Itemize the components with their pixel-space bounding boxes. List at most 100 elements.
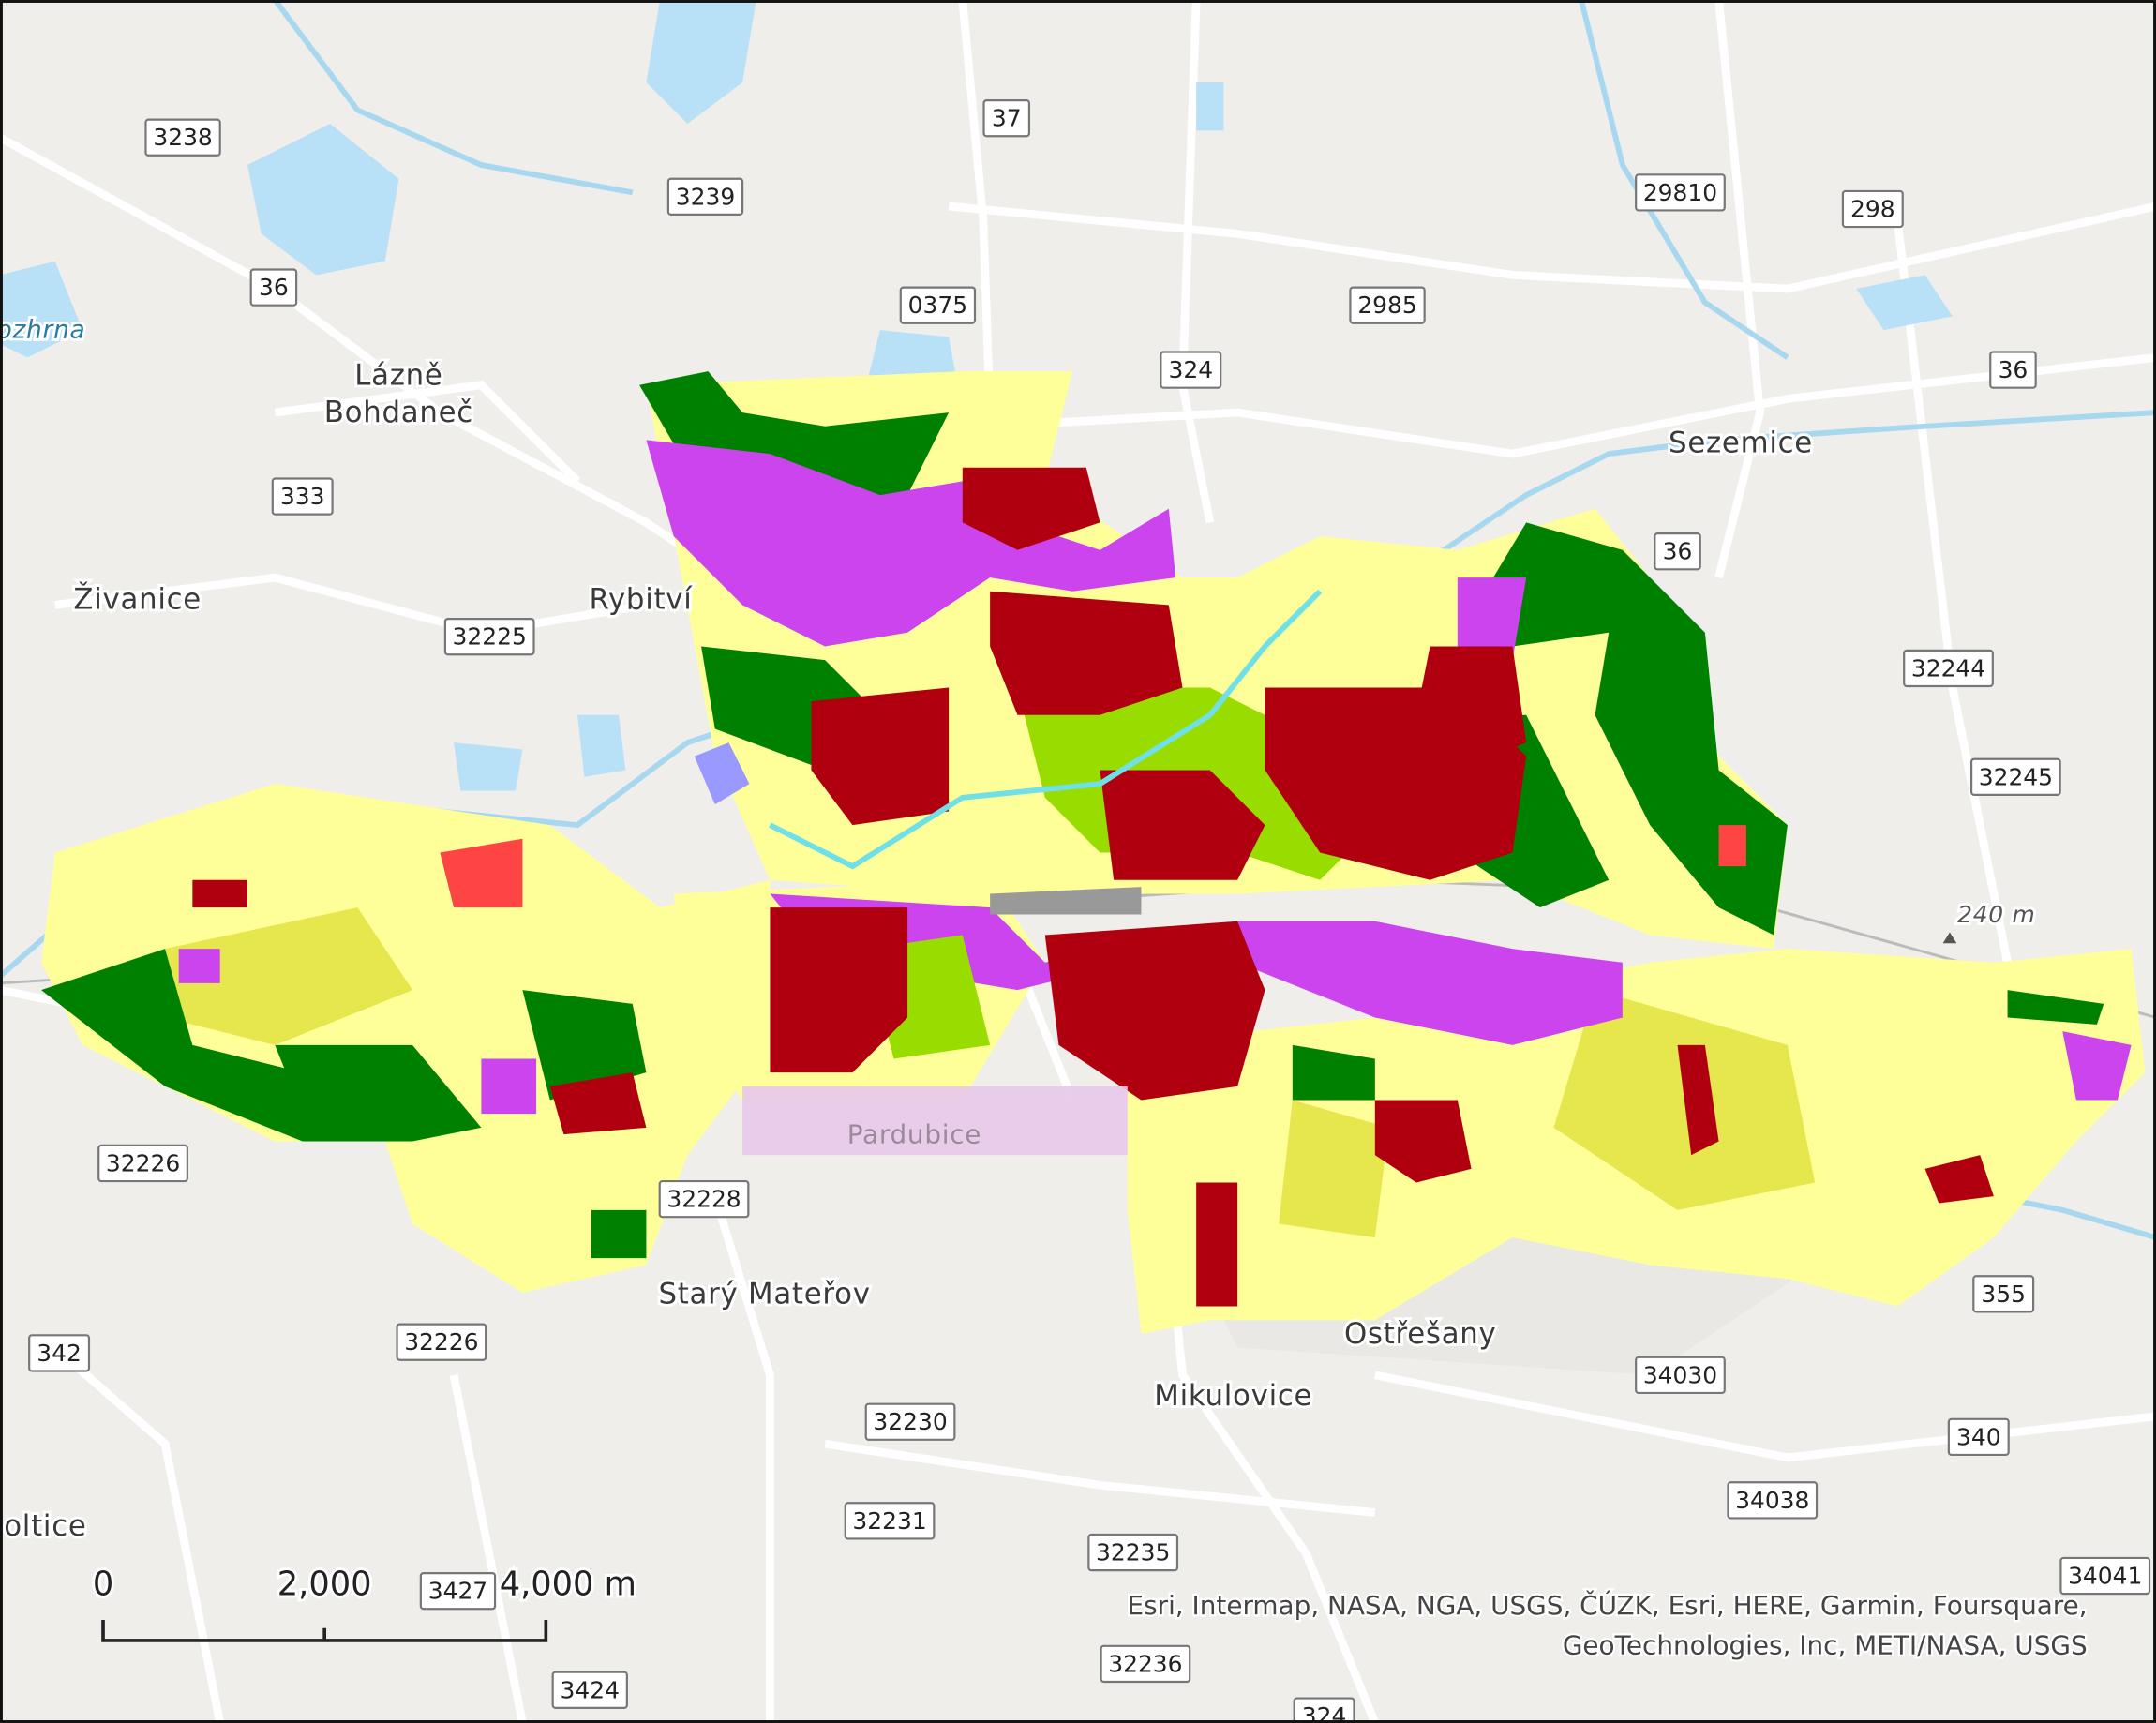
road-shield — [899, 286, 977, 324]
river-in-city — [769, 589, 1323, 870]
place-label: Pardubice — [847, 1119, 981, 1150]
road-shield — [658, 1179, 750, 1219]
land-use-area — [1292, 1044, 1375, 1101]
road-shield — [249, 268, 298, 307]
land-use-area — [2007, 990, 2104, 1025]
road-shield — [1841, 189, 1904, 229]
place-label: Mikulovice — [1154, 1379, 1312, 1413]
place-label: Rybitví — [590, 583, 694, 617]
road-shield — [1349, 286, 1426, 324]
road — [989, 353, 2156, 458]
road-shield — [1947, 1417, 2010, 1457]
road-number: 3427 — [428, 1578, 487, 1605]
road-number: 32245 — [1979, 763, 2053, 790]
road-number: 36 — [1663, 538, 1693, 565]
road-shield — [1727, 1481, 1819, 1520]
place-label: Ostřešany — [1344, 1317, 1497, 1351]
lake — [1856, 275, 1953, 331]
road-number: 355 — [1981, 1281, 2026, 1308]
attribution: GeoTechnologies, Inc, METI/NASA, USGS — [1563, 1630, 2088, 1661]
road-number: 34030 — [1643, 1361, 1717, 1388]
road-shield — [844, 1502, 936, 1540]
river — [1579, 0, 1789, 360]
road-shield — [396, 1323, 487, 1361]
road-shield — [1635, 1356, 1726, 1395]
road-number: 3239 — [676, 183, 735, 210]
place-label: oltice — [4, 1509, 86, 1543]
lake — [454, 742, 523, 791]
road-shield — [1293, 1697, 1355, 1723]
road-number: 34041 — [2068, 1563, 2142, 1590]
land-use-area — [192, 879, 248, 908]
land-use-area — [522, 990, 647, 1101]
scale-label: 0 — [93, 1566, 113, 1604]
land-use-area — [811, 687, 950, 826]
lake — [0, 261, 83, 358]
road-number: 0375 — [908, 292, 967, 319]
road-number: 324 — [1168, 356, 1213, 383]
road-number: 340 — [1956, 1423, 2001, 1450]
place-label: Starý Mateřov — [658, 1277, 870, 1311]
road — [274, 381, 581, 485]
land-use-area — [990, 591, 1183, 715]
road-number: 36 — [1999, 356, 2029, 383]
road-shield — [443, 618, 535, 656]
land-use-area — [178, 949, 220, 983]
road — [1893, 219, 2012, 964]
place-label: Živanice — [73, 583, 202, 617]
road-number: 32225 — [453, 623, 527, 651]
road-number: 37 — [992, 105, 1022, 132]
road — [824, 1439, 1376, 1517]
road-number: 2985 — [1357, 292, 1416, 319]
land-use-area — [646, 440, 1176, 647]
road — [1373, 1371, 2156, 1462]
road-shield — [1972, 1275, 2035, 1313]
road-number: 32235 — [1096, 1539, 1170, 1566]
land-use-area — [41, 784, 771, 1293]
land-use-area — [1415, 646, 1527, 771]
place-label: Bohdaneč — [324, 396, 473, 429]
road-number: 29810 — [1643, 179, 1717, 206]
river — [273, 0, 634, 196]
road — [1714, 0, 1765, 579]
scale-label: 2,000 — [277, 1566, 372, 1604]
road-number: 32236 — [1108, 1650, 1182, 1677]
road-shield — [271, 477, 334, 516]
road-shield — [551, 1671, 628, 1709]
road-shield — [864, 1402, 956, 1441]
land-use-area — [694, 742, 750, 805]
road-number: 3424 — [561, 1676, 620, 1703]
land-use-layer — [41, 371, 2146, 1334]
road-number: 298 — [1850, 195, 1895, 222]
water-label: ozhrna — [0, 316, 85, 345]
road-number: 324 — [1302, 1702, 1347, 1723]
road — [449, 1374, 527, 1723]
road-number: 36 — [259, 274, 289, 301]
scale-bar — [101, 1619, 548, 1642]
land-use-area — [1044, 921, 1265, 1101]
road-number: 32230 — [873, 1408, 947, 1435]
land-use-area — [1457, 577, 1527, 661]
peak-marker — [1942, 932, 1957, 944]
road-number: 32244 — [1911, 654, 1985, 682]
road-shield — [1635, 173, 1726, 212]
scale-label: 4,000 m — [500, 1566, 636, 1604]
land-use-area — [990, 887, 1142, 915]
road-shield — [1087, 1533, 1179, 1572]
land-use-area — [1279, 1100, 1389, 1238]
place-label: Lázně — [354, 358, 442, 392]
road-number: 333 — [280, 483, 325, 510]
road-shield — [419, 1571, 497, 1611]
road — [52, 1344, 225, 1723]
road-number: 32226 — [404, 1328, 478, 1356]
road-shield — [666, 177, 744, 216]
elevation-label: 240 m — [1957, 901, 2035, 928]
road-number: 3238 — [153, 124, 212, 151]
lake — [1196, 82, 1224, 131]
land-use-area — [770, 907, 908, 1073]
lake — [247, 124, 399, 276]
place-label: Sezemice — [1669, 426, 1813, 459]
road-number: 32231 — [852, 1507, 926, 1535]
land-use-area — [549, 1072, 647, 1135]
